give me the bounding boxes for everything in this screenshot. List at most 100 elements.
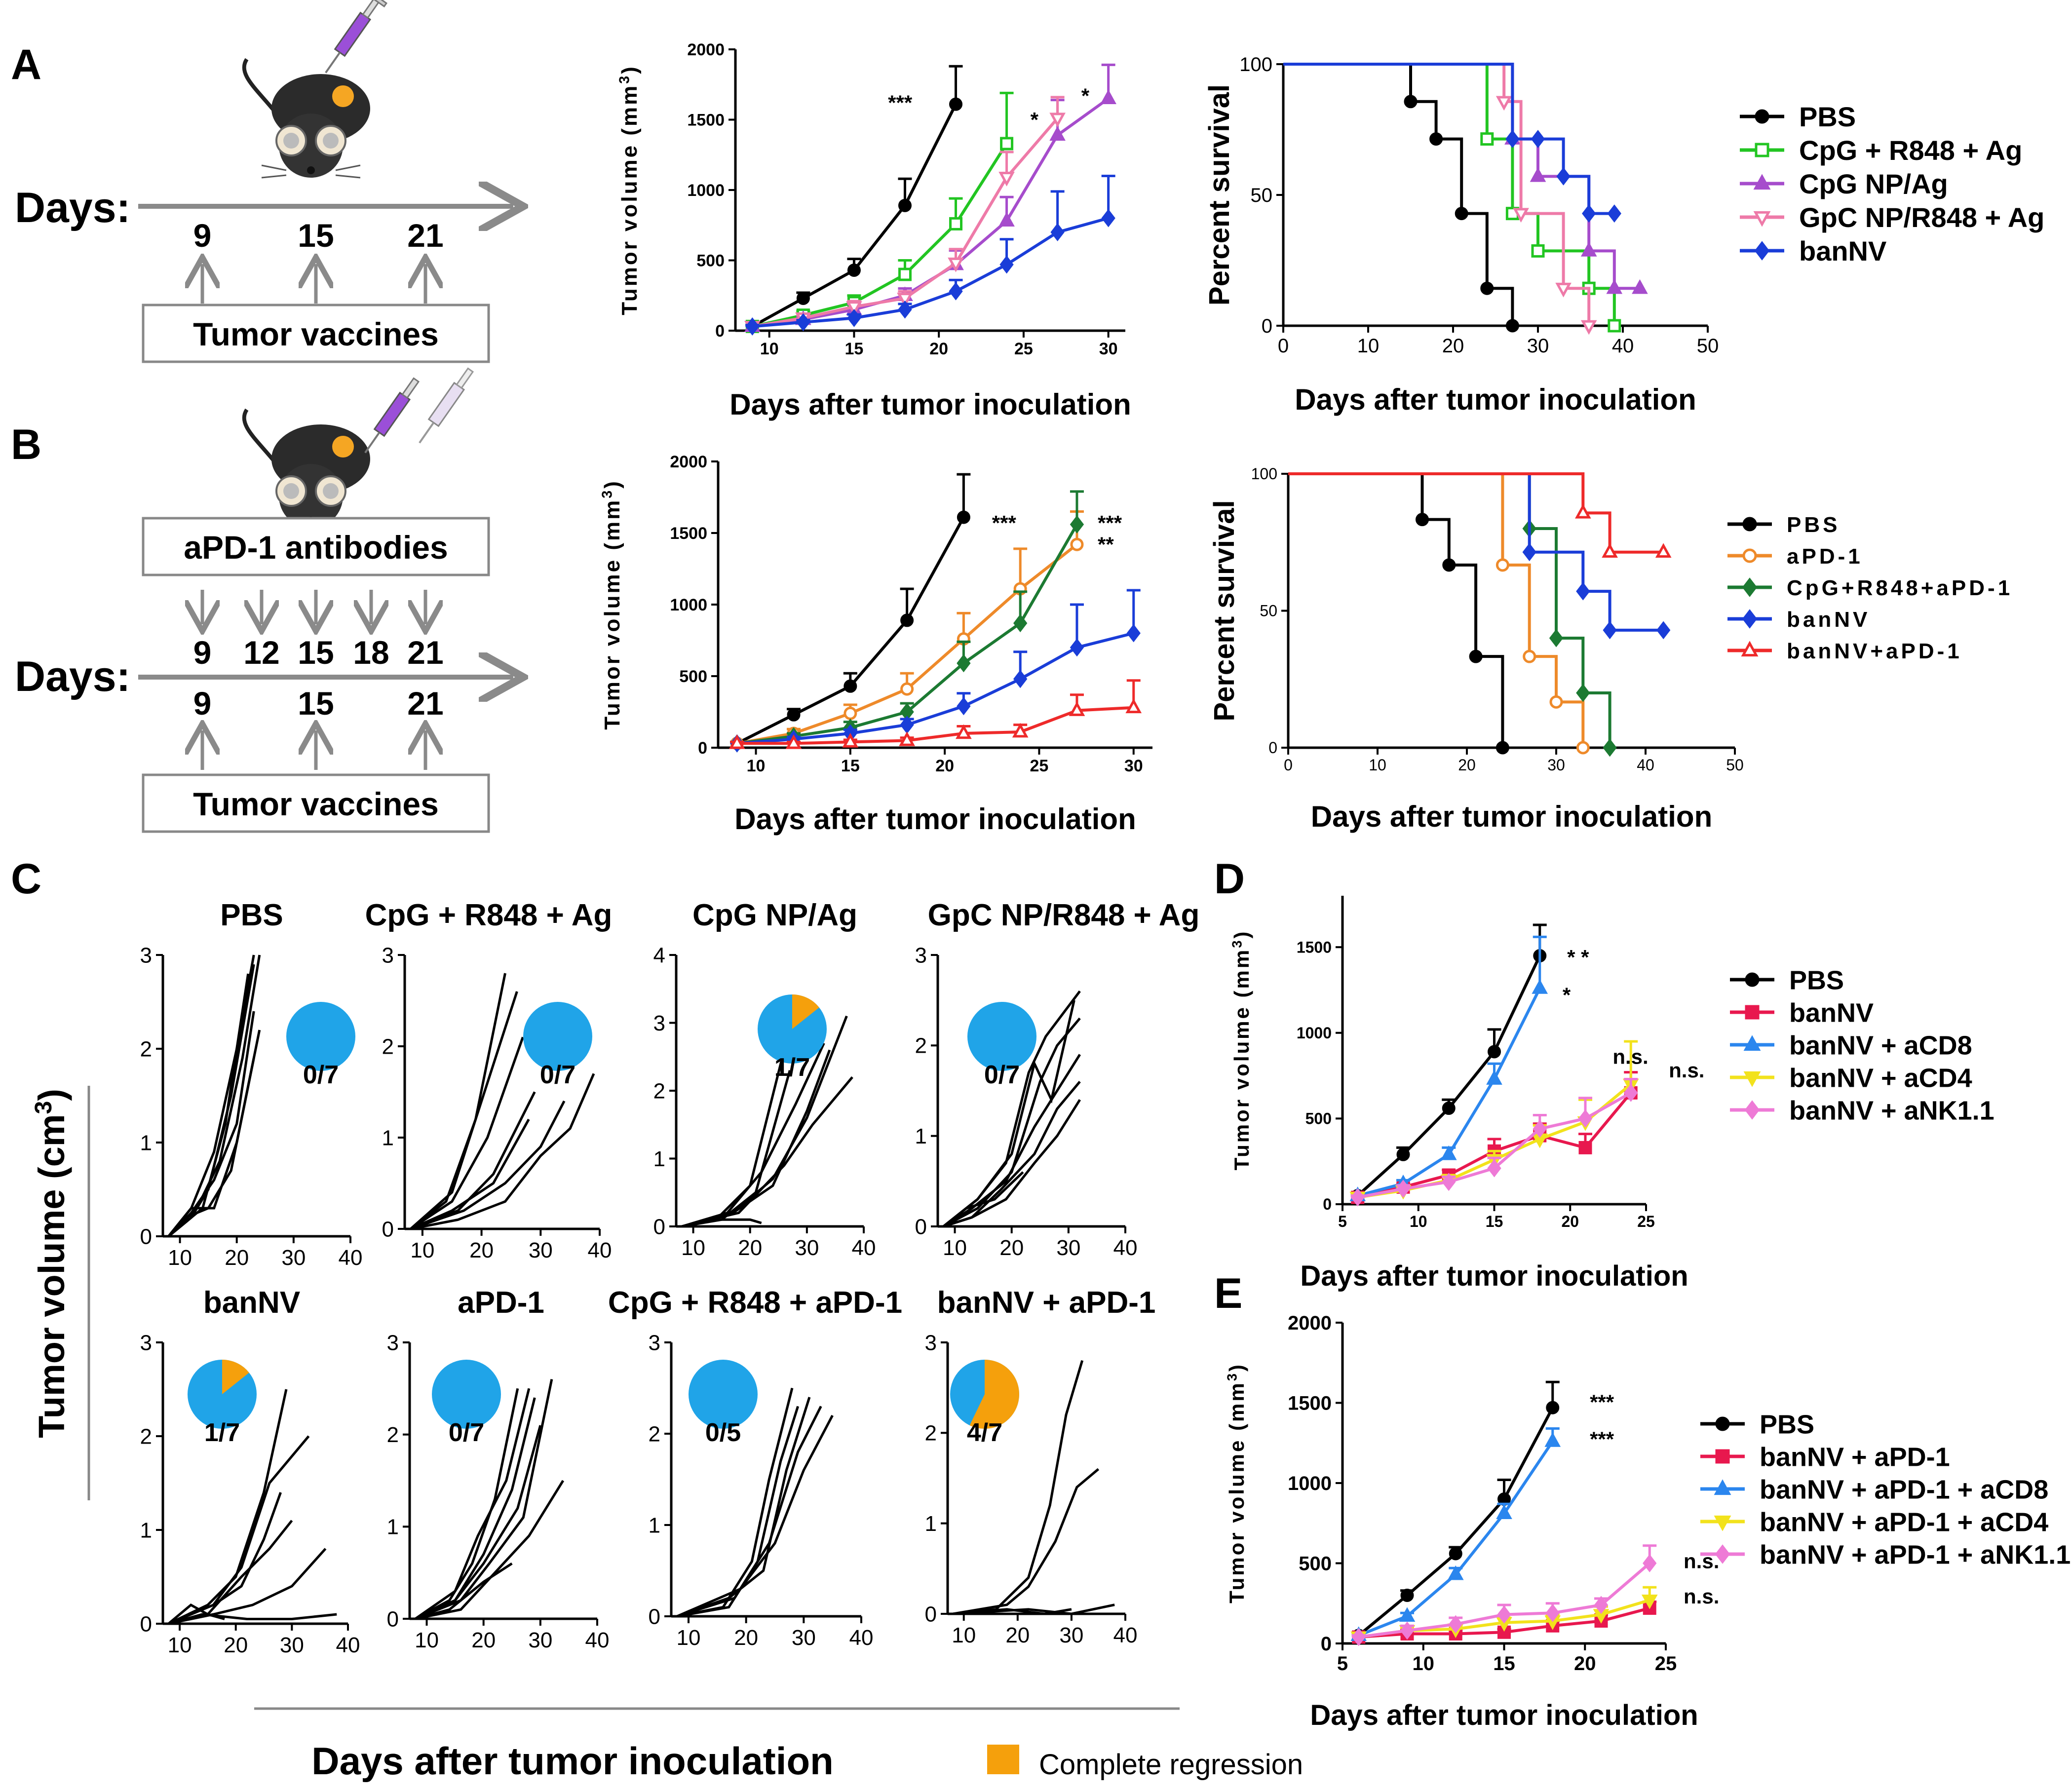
series-pbs (1351, 1380, 1560, 1642)
x-tick-label: 10 (415, 1628, 439, 1652)
tumor-curve (681, 1076, 853, 1228)
legend-item: banNV (1730, 998, 1874, 1028)
legend-marker (1742, 609, 1758, 629)
legend-item: banNV + aPD-1 + aNK1.1 (1700, 1540, 2071, 1569)
data-point (900, 682, 914, 696)
x-tick-label: 15 (1493, 1653, 1515, 1675)
y-tick-label: 1000 (687, 181, 725, 200)
series-cpg-r848-ag (1283, 63, 1621, 333)
y-tick-label: 3 (140, 1331, 152, 1355)
data-point (1556, 167, 1571, 186)
data-point (1603, 738, 1617, 757)
legend-item: CpG + R848 + Ag (1740, 135, 2022, 166)
x-tick-label: 30 (1124, 757, 1143, 775)
x-tick-label: 25 (1030, 757, 1049, 775)
data-point (1012, 723, 1029, 738)
data-point (1449, 1547, 1462, 1561)
series-bannv (730, 589, 1141, 753)
x-tick-label: 30 (1099, 340, 1118, 358)
y-tick-label: 2 (925, 1421, 937, 1446)
x-tick-label: 40 (849, 1626, 874, 1650)
x-axis-label: Days after tumor inoculation (1310, 1699, 1698, 1731)
days-label-a: Days: (15, 184, 130, 231)
data-point (1049, 126, 1066, 141)
data-point (957, 697, 971, 716)
y-tick-label: 3 (387, 1331, 399, 1355)
data-point (1555, 282, 1572, 298)
series-line (1283, 63, 1614, 215)
data-point (787, 708, 801, 722)
x-axis-label: Days after tumor inoculation (1300, 1260, 1688, 1292)
x-axis-label: Days after tumor inoculation (1295, 383, 1696, 416)
y-tick-label: 0 (387, 1607, 399, 1631)
y-tick-label: 1 (140, 1131, 152, 1155)
panel-c-cpg-r848-apd-1: CpG + R848 + aPD-1 10 20 30 40 0 1 2 3 0/5 (608, 1286, 902, 1650)
y-tick-label: 3 (925, 1331, 937, 1355)
data-point (1544, 1432, 1561, 1447)
panel-c-title: GpC NP/R848 + Ag (928, 898, 1200, 932)
y-tick-label: 3 (140, 943, 152, 967)
y-tick-label: 0 (1268, 739, 1277, 757)
tumor-curve (167, 973, 250, 1237)
x-tick-label: 15 (1486, 1213, 1503, 1230)
x-tick-label: 30 (1059, 1623, 1083, 1647)
axes: 0 10 20 30 40 50 0 50 100 Days after tumor inocul… (1203, 54, 1719, 416)
series-bannv-apd-1 (1288, 472, 1672, 558)
data-point (1549, 629, 1564, 648)
data-point (1488, 1045, 1501, 1059)
tumor-curve (168, 1492, 282, 1625)
data-point (898, 198, 912, 212)
legend-marker (1742, 517, 1757, 532)
legend-marker (1715, 1544, 1730, 1564)
vaccine-box-label: Tumor vaccines (193, 316, 439, 352)
series-line (1288, 472, 1504, 748)
data-point (1578, 1109, 1593, 1128)
tumor-curve (415, 1425, 542, 1620)
y-tick-label: 1500 (670, 524, 707, 543)
y-tick-label: 0 (1323, 1195, 1332, 1213)
regression-fraction: 1/7 (774, 1053, 810, 1082)
data-point (1399, 1607, 1416, 1622)
x-tick-label: 30 (528, 1628, 552, 1652)
data-point (1496, 741, 1509, 755)
y-tick-label: 500 (696, 251, 725, 270)
y-tick-label: 0 (653, 1215, 665, 1239)
legend-label: PBS (1799, 101, 1856, 132)
data-point (1050, 223, 1065, 241)
series-bannv-acd8 (1349, 935, 1548, 1201)
complete-regression-label: Complete regression (1039, 1749, 1303, 1781)
data-point (1578, 1141, 1592, 1154)
data-point (948, 257, 964, 272)
x-tick-label: 40 (1612, 335, 1634, 357)
tumor-curve (168, 1613, 337, 1625)
tumor-curve (953, 1603, 1115, 1615)
x-tick-label: 50 (1697, 335, 1719, 357)
x-tick-label: 40 (336, 1633, 360, 1657)
legend-marker (1714, 1515, 1731, 1531)
day-label: 15 (298, 685, 334, 722)
axes: 10 20 30 40 0 1 2 3 (925, 1331, 1138, 1647)
x-tick-label: 20 (1005, 1623, 1030, 1647)
legend-marker (1755, 143, 1769, 157)
mouse-icon (242, 408, 370, 528)
tumor-curve (943, 1054, 1081, 1228)
data-point (957, 654, 971, 673)
data-point (729, 734, 745, 749)
data-point (1505, 130, 1520, 148)
y-axis-label: Tumor volume (mm3) (617, 65, 642, 315)
data-point (1602, 543, 1618, 558)
axes: 10 20 30 40 0 1 2 3 (382, 943, 612, 1262)
c-ylabel: Tumor volume (cm3) (31, 1089, 72, 1438)
axes: 10 20 30 40 0 1 2 3 (915, 943, 1138, 1260)
significance-annotation: *** (1098, 511, 1122, 534)
regression-pie (523, 1002, 592, 1071)
schema-a: Days: 9 15 21 Tumor vaccines (15, 0, 513, 363)
days-label-b: Days: (15, 653, 130, 700)
regression-pie (758, 994, 827, 1064)
y-tick-label: 0 (140, 1224, 152, 1249)
y-tick-label: 1 (387, 1515, 399, 1539)
y-tick-label: 0 (1262, 315, 1272, 337)
legend-e-tumor: PBS banNV + aPD-1 banNV + aPD-1 + aCD8 banN… (1700, 1410, 2071, 1569)
y-tick-label: 500 (1305, 1110, 1332, 1128)
